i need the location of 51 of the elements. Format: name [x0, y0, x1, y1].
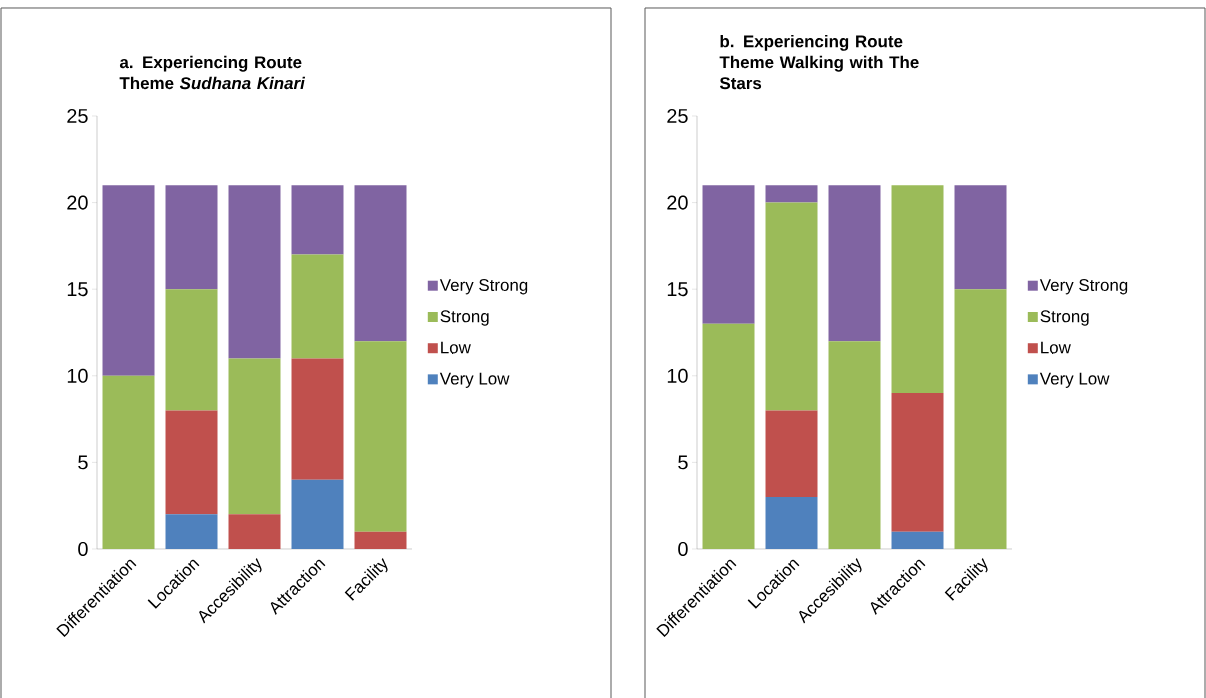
bar — [102, 375, 155, 549]
bar — [291, 479, 344, 549]
bar — [228, 358, 281, 515]
bar — [228, 185, 281, 359]
y-tick-label: 15 — [667, 282, 688, 297]
legend-label: Strong — [440, 310, 489, 326]
legend-label: Very Strong — [1039, 279, 1128, 295]
bar — [828, 341, 881, 549]
y-tick-label: 20 — [67, 195, 88, 210]
y-tick-label: 10 — [667, 368, 688, 383]
bar — [702, 323, 755, 549]
legend-label: Very Low — [1039, 372, 1110, 388]
bar — [828, 185, 881, 342]
y-tick-label: 20 — [667, 195, 688, 210]
chart-title: b. Experiencing Route Theme Walking with The Stars — [719, 34, 919, 90]
legend-label: Low — [441, 341, 471, 354]
bar — [291, 254, 344, 359]
y-tick-label: 5 — [78, 455, 88, 470]
bar — [765, 185, 818, 203]
y-tick-label: 25 — [667, 108, 688, 124]
y-tick-label: 5 — [678, 455, 688, 470]
bar — [165, 514, 218, 549]
bar — [165, 185, 218, 290]
bar — [891, 393, 944, 532]
legend-label: Very Low — [439, 372, 510, 388]
bar — [354, 341, 407, 532]
bar — [891, 531, 944, 549]
bar — [291, 358, 344, 480]
bar — [765, 497, 818, 549]
bar — [891, 185, 944, 394]
bar — [291, 185, 344, 255]
y-tick-label: 0 — [678, 541, 688, 557]
legend-label: Very Strong — [439, 279, 528, 295]
y-tick-label: 15 — [67, 282, 88, 297]
legend-label: Low — [1041, 341, 1071, 354]
bar — [165, 289, 218, 411]
bar — [702, 185, 755, 324]
chart-title: a. Experiencing Route Theme Sudhana Kinari — [119, 55, 306, 90]
bar — [102, 185, 155, 376]
y-tick-label: 10 — [67, 368, 88, 383]
bar — [354, 531, 407, 549]
bar — [954, 185, 1007, 290]
legend-label: Strong — [1040, 310, 1089, 326]
bar — [954, 289, 1007, 549]
bar — [228, 514, 281, 549]
bar — [165, 410, 218, 515]
bar — [765, 202, 818, 411]
bar — [765, 410, 818, 498]
bar — [354, 185, 407, 342]
y-tick-label: 0 — [78, 541, 88, 557]
y-tick-label: 25 — [67, 108, 88, 124]
